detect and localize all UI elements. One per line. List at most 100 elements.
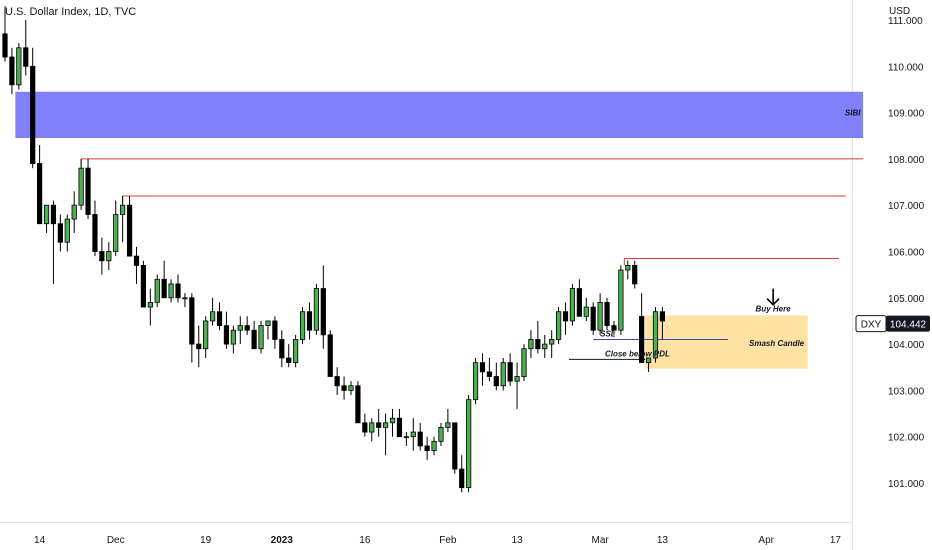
candle-body — [376, 422, 382, 428]
price-tick-label: 104.000 — [888, 340, 925, 351]
candle-body — [583, 306, 589, 317]
time-tick-label: Feb — [439, 535, 457, 546]
candle-body — [258, 325, 264, 350]
demand-zone — [645, 315, 808, 369]
candle-body — [306, 311, 313, 331]
candle-body — [279, 339, 285, 359]
candle-body — [9, 56, 15, 86]
candle-body — [521, 348, 527, 377]
candle-body — [299, 311, 306, 340]
candle-body — [438, 427, 444, 442]
price-tick-label: 111.000 — [888, 16, 923, 27]
candle-body — [203, 320, 209, 350]
buy-here-label: Buy Here — [756, 304, 792, 313]
candle-body — [597, 302, 603, 331]
candle-body — [50, 204, 57, 225]
candle-body — [396, 417, 403, 438]
candle-body — [168, 283, 174, 299]
price-tick-label: 109.000 — [888, 109, 925, 120]
candle-body — [147, 302, 153, 308]
time-tick-label: Mar — [592, 535, 610, 546]
candle-body — [549, 339, 555, 345]
candle-body — [479, 362, 486, 373]
candle-body — [403, 436, 409, 439]
price-tick-label: 110.000 — [888, 62, 924, 73]
candle-body — [182, 297, 188, 300]
sibi-label: SIBI — [845, 109, 861, 118]
candle-body — [659, 311, 666, 322]
price-tick-label: 105.000 — [888, 294, 925, 305]
candle-body — [251, 329, 257, 350]
time-tick-label: 17 — [830, 535, 842, 546]
candle-body — [632, 264, 638, 285]
candle-body — [133, 255, 140, 266]
time-tick-label: 2023 — [271, 535, 294, 546]
candle-body — [459, 468, 465, 489]
candle-body — [652, 311, 659, 359]
candle-body — [244, 325, 250, 331]
candle-body — [562, 311, 569, 322]
candle-body — [196, 343, 202, 350]
last-price-label: 104.442 — [890, 320, 927, 331]
price-tick-label: 102.000 — [888, 433, 925, 444]
time-tick-label: 19 — [200, 535, 212, 546]
candle-body — [23, 47, 29, 67]
candle-body — [327, 334, 333, 377]
candle-body — [85, 167, 91, 215]
candle-body — [569, 288, 576, 322]
time-tick-label: Apr — [758, 535, 774, 546]
candle-body — [230, 329, 236, 345]
candle-body — [466, 399, 472, 489]
candle-body — [161, 278, 167, 299]
candle-body — [334, 376, 340, 387]
candle-body — [16, 47, 22, 86]
candle-body — [417, 431, 423, 447]
candle-body — [43, 204, 50, 225]
price-tick-label: 103.000 — [888, 386, 925, 397]
candle-body — [507, 362, 513, 382]
candle-body — [37, 163, 43, 225]
candle-body — [154, 278, 160, 303]
candle-body — [64, 218, 70, 243]
candle-body — [175, 283, 181, 299]
candle-body — [590, 306, 596, 331]
candle-body — [431, 440, 437, 451]
candle-body — [500, 362, 506, 387]
candle-body — [237, 325, 243, 331]
currency-label: USD — [889, 6, 911, 17]
candle-body — [126, 204, 133, 257]
price-tick-label: 106.000 — [888, 248, 925, 259]
candle-body — [639, 315, 645, 364]
time-tick-label: 13 — [512, 535, 524, 546]
candle-body — [611, 325, 617, 331]
candle-body — [209, 311, 216, 322]
candle-body — [535, 339, 541, 350]
buy-arrow-head — [766, 298, 780, 306]
ssl-label: SSL — [600, 329, 616, 338]
candle-body — [313, 288, 320, 331]
candle-body — [341, 385, 347, 391]
candle-body — [514, 376, 520, 382]
candle-body — [2, 33, 8, 58]
sibi-zone — [15, 91, 864, 139]
chart-title: U.S. Dollar Index, 1D, TVC — [5, 6, 137, 18]
candle-body — [57, 223, 63, 243]
time-tick-label: Dec — [107, 535, 125, 546]
candle-body — [99, 251, 105, 262]
time-tick-label: 13 — [657, 535, 669, 546]
candle-body — [106, 251, 112, 262]
price-tick-label: 101.000 — [888, 479, 925, 490]
candle-body — [216, 311, 223, 326]
candle-body — [265, 320, 271, 326]
candle-body — [604, 302, 610, 326]
candle-body — [389, 417, 396, 424]
candle-body — [293, 339, 299, 364]
candle-body — [362, 422, 368, 433]
candle-body — [645, 357, 652, 364]
candle-body — [493, 376, 499, 387]
candle-body — [445, 422, 451, 428]
candle-body — [286, 357, 292, 364]
smash-candle-label: Smash Candle — [749, 339, 805, 348]
candle-body — [556, 311, 562, 340]
